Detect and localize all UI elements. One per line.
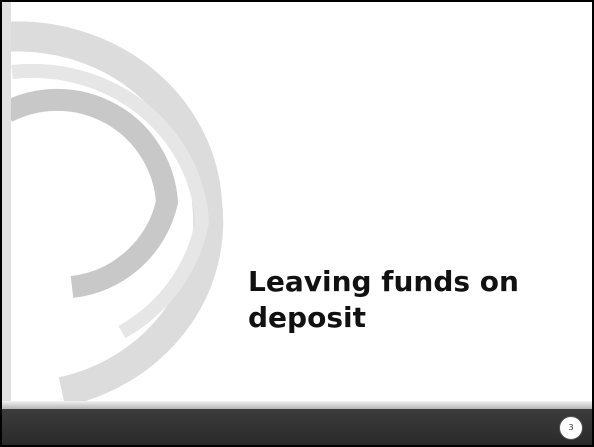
footer-highlight <box>2 401 592 409</box>
slide-title: Leaving funds on deposit <box>248 264 578 336</box>
footer-bar <box>2 409 592 445</box>
page-number: 3 <box>559 416 583 440</box>
decoration <box>2 2 592 412</box>
slide: Leaving funds on deposit 3 <box>0 0 594 447</box>
